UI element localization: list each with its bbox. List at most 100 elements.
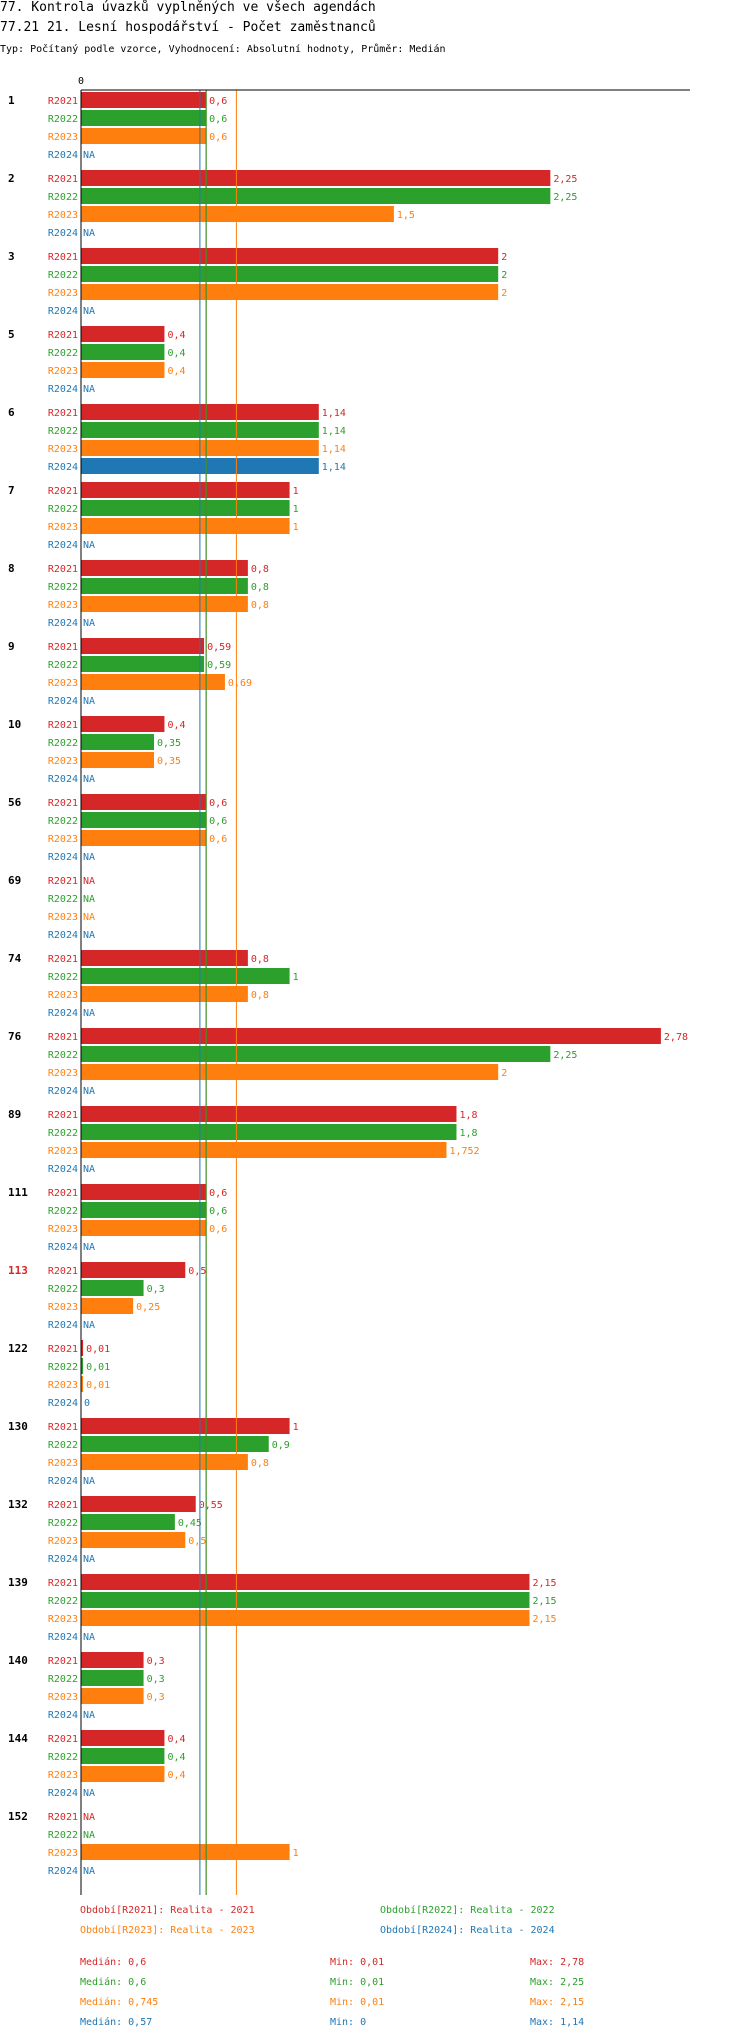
value-label: 2,25 [553, 174, 577, 185]
series-label: R2022 [48, 1284, 78, 1295]
bar-89-R2023 [81, 1142, 447, 1158]
series-label: R2023 [48, 132, 78, 143]
series-label: R2022 [48, 1674, 78, 1685]
series-label: R2023 [48, 1770, 78, 1781]
series-label: R2022 [48, 192, 78, 203]
value-label: 2,15 [532, 1614, 556, 1625]
series-label: R2024 [48, 462, 78, 473]
series-label: R2023 [48, 366, 78, 377]
stat-min-r2021: Min: 0,01 [330, 1957, 385, 1968]
bar-140-R2022 [81, 1670, 144, 1686]
series-label: R2023 [48, 1458, 78, 1469]
series-label: R2024 [48, 1632, 78, 1643]
na-label: NA [83, 1710, 95, 1721]
stat-max-r2023: Max: 2,15 [530, 1997, 585, 2008]
series-label: R2024 [48, 228, 78, 239]
bar-7-R2023 [81, 518, 290, 534]
series-label: R2022 [48, 660, 78, 671]
group-label: 8 [8, 562, 15, 575]
value-label: 0,01 [86, 1362, 110, 1373]
group-label: 140 [8, 1654, 28, 1667]
value-label: 0,8 [251, 990, 269, 1001]
series-label: R2024 [48, 150, 78, 161]
series-label: R2022 [48, 1440, 78, 1451]
bar-5-R2022 [81, 344, 165, 360]
series-label: R2022 [48, 816, 78, 827]
bar-9-R2022 [81, 656, 205, 672]
value-label: 0,6 [209, 132, 227, 143]
bar-2-R2023 [81, 206, 394, 222]
bar-3-R2023 [81, 284, 499, 300]
na-label: NA [83, 930, 95, 941]
value-label: 0,3 [147, 1692, 165, 1703]
bar-140-R2023 [81, 1688, 144, 1704]
series-label: R2021 [48, 1110, 78, 1121]
value-label: 0,9 [272, 1440, 290, 1451]
stat-min-r2022: Min: 0,01 [330, 1977, 385, 1988]
bar-152-R2023 [81, 1844, 290, 1860]
series-label: R2024 [48, 306, 78, 317]
series-label: R2021 [48, 876, 78, 887]
na-label: NA [83, 540, 95, 551]
value-label: 0,8 [251, 1458, 269, 1469]
value-label: 0,4 [167, 720, 185, 731]
series-label: R2024 [48, 774, 78, 785]
stat-median-r2022: Medián: 0,6 [80, 1977, 147, 1988]
series-label: R2024 [48, 1242, 78, 1253]
value-label: 0,6 [209, 96, 227, 107]
na-label: NA [83, 228, 95, 239]
series-label: R2022 [48, 426, 78, 437]
series-label: R2021 [48, 1500, 78, 1511]
value-label: 0,3 [147, 1284, 165, 1295]
value-label: 0,6 [209, 816, 227, 827]
value-label: 2,25 [553, 1050, 577, 1061]
value-label: 2 [501, 1068, 507, 1079]
series-label: R2024 [48, 1788, 78, 1799]
bar-89-R2022 [81, 1124, 457, 1140]
group-label: 113 [8, 1264, 28, 1277]
stat-median-r2021: Medián: 0,6 [80, 1957, 147, 1968]
series-label: R2024 [48, 1554, 78, 1565]
bar-130-R2022 [81, 1436, 269, 1452]
bar-111-R2022 [81, 1202, 207, 1218]
value-label: 2,15 [532, 1578, 556, 1589]
na-label: NA [83, 1554, 95, 1565]
series-label: R2024 [48, 1398, 78, 1409]
series-label: R2022 [48, 894, 78, 905]
legend-r2024: Období[R2024]: Realita - 2024 [380, 1925, 555, 1936]
bar-132-R2022 [81, 1514, 175, 1530]
bar-144-R2022 [81, 1748, 165, 1764]
chart-title-line1: 77. Kontrola úvazků vyplněných ve všech … [0, 0, 376, 15]
series-label: R2024 [48, 618, 78, 629]
series-label: R2023 [48, 210, 78, 221]
value-label: 1,14 [322, 426, 346, 437]
series-label: R2021 [48, 486, 78, 497]
na-label: NA [83, 1830, 95, 1841]
bar-113-R2022 [81, 1280, 144, 1296]
group-label: 10 [8, 718, 21, 731]
value-label: 1 [293, 1848, 299, 1859]
series-label: R2024 [48, 1008, 78, 1019]
value-label: 0,55 [199, 1500, 223, 1511]
series-label: R2023 [48, 1380, 78, 1391]
bar-2-R2022 [81, 188, 551, 204]
na-label: NA [83, 618, 95, 629]
group-label: 3 [8, 250, 15, 263]
series-label: R2022 [48, 1752, 78, 1763]
group-label: 6 [8, 406, 15, 419]
value-label: 0,25 [136, 1302, 160, 1313]
na-label: NA [83, 1476, 95, 1487]
bar-144-R2023 [81, 1766, 165, 1782]
value-label: 0,35 [157, 738, 181, 749]
series-label: R2023 [48, 1302, 78, 1313]
series-label: R2021 [48, 330, 78, 341]
bar-8-R2023 [81, 596, 248, 612]
bar-1-R2021 [81, 92, 207, 108]
series-label: R2023 [48, 1146, 78, 1157]
value-label: 0,6 [209, 1224, 227, 1235]
series-label: R2022 [48, 1050, 78, 1061]
na-label: NA [83, 696, 95, 707]
value-label: 0,01 [86, 1380, 110, 1391]
value-label: 0,4 [167, 366, 185, 377]
series-label: R2021 [48, 954, 78, 965]
